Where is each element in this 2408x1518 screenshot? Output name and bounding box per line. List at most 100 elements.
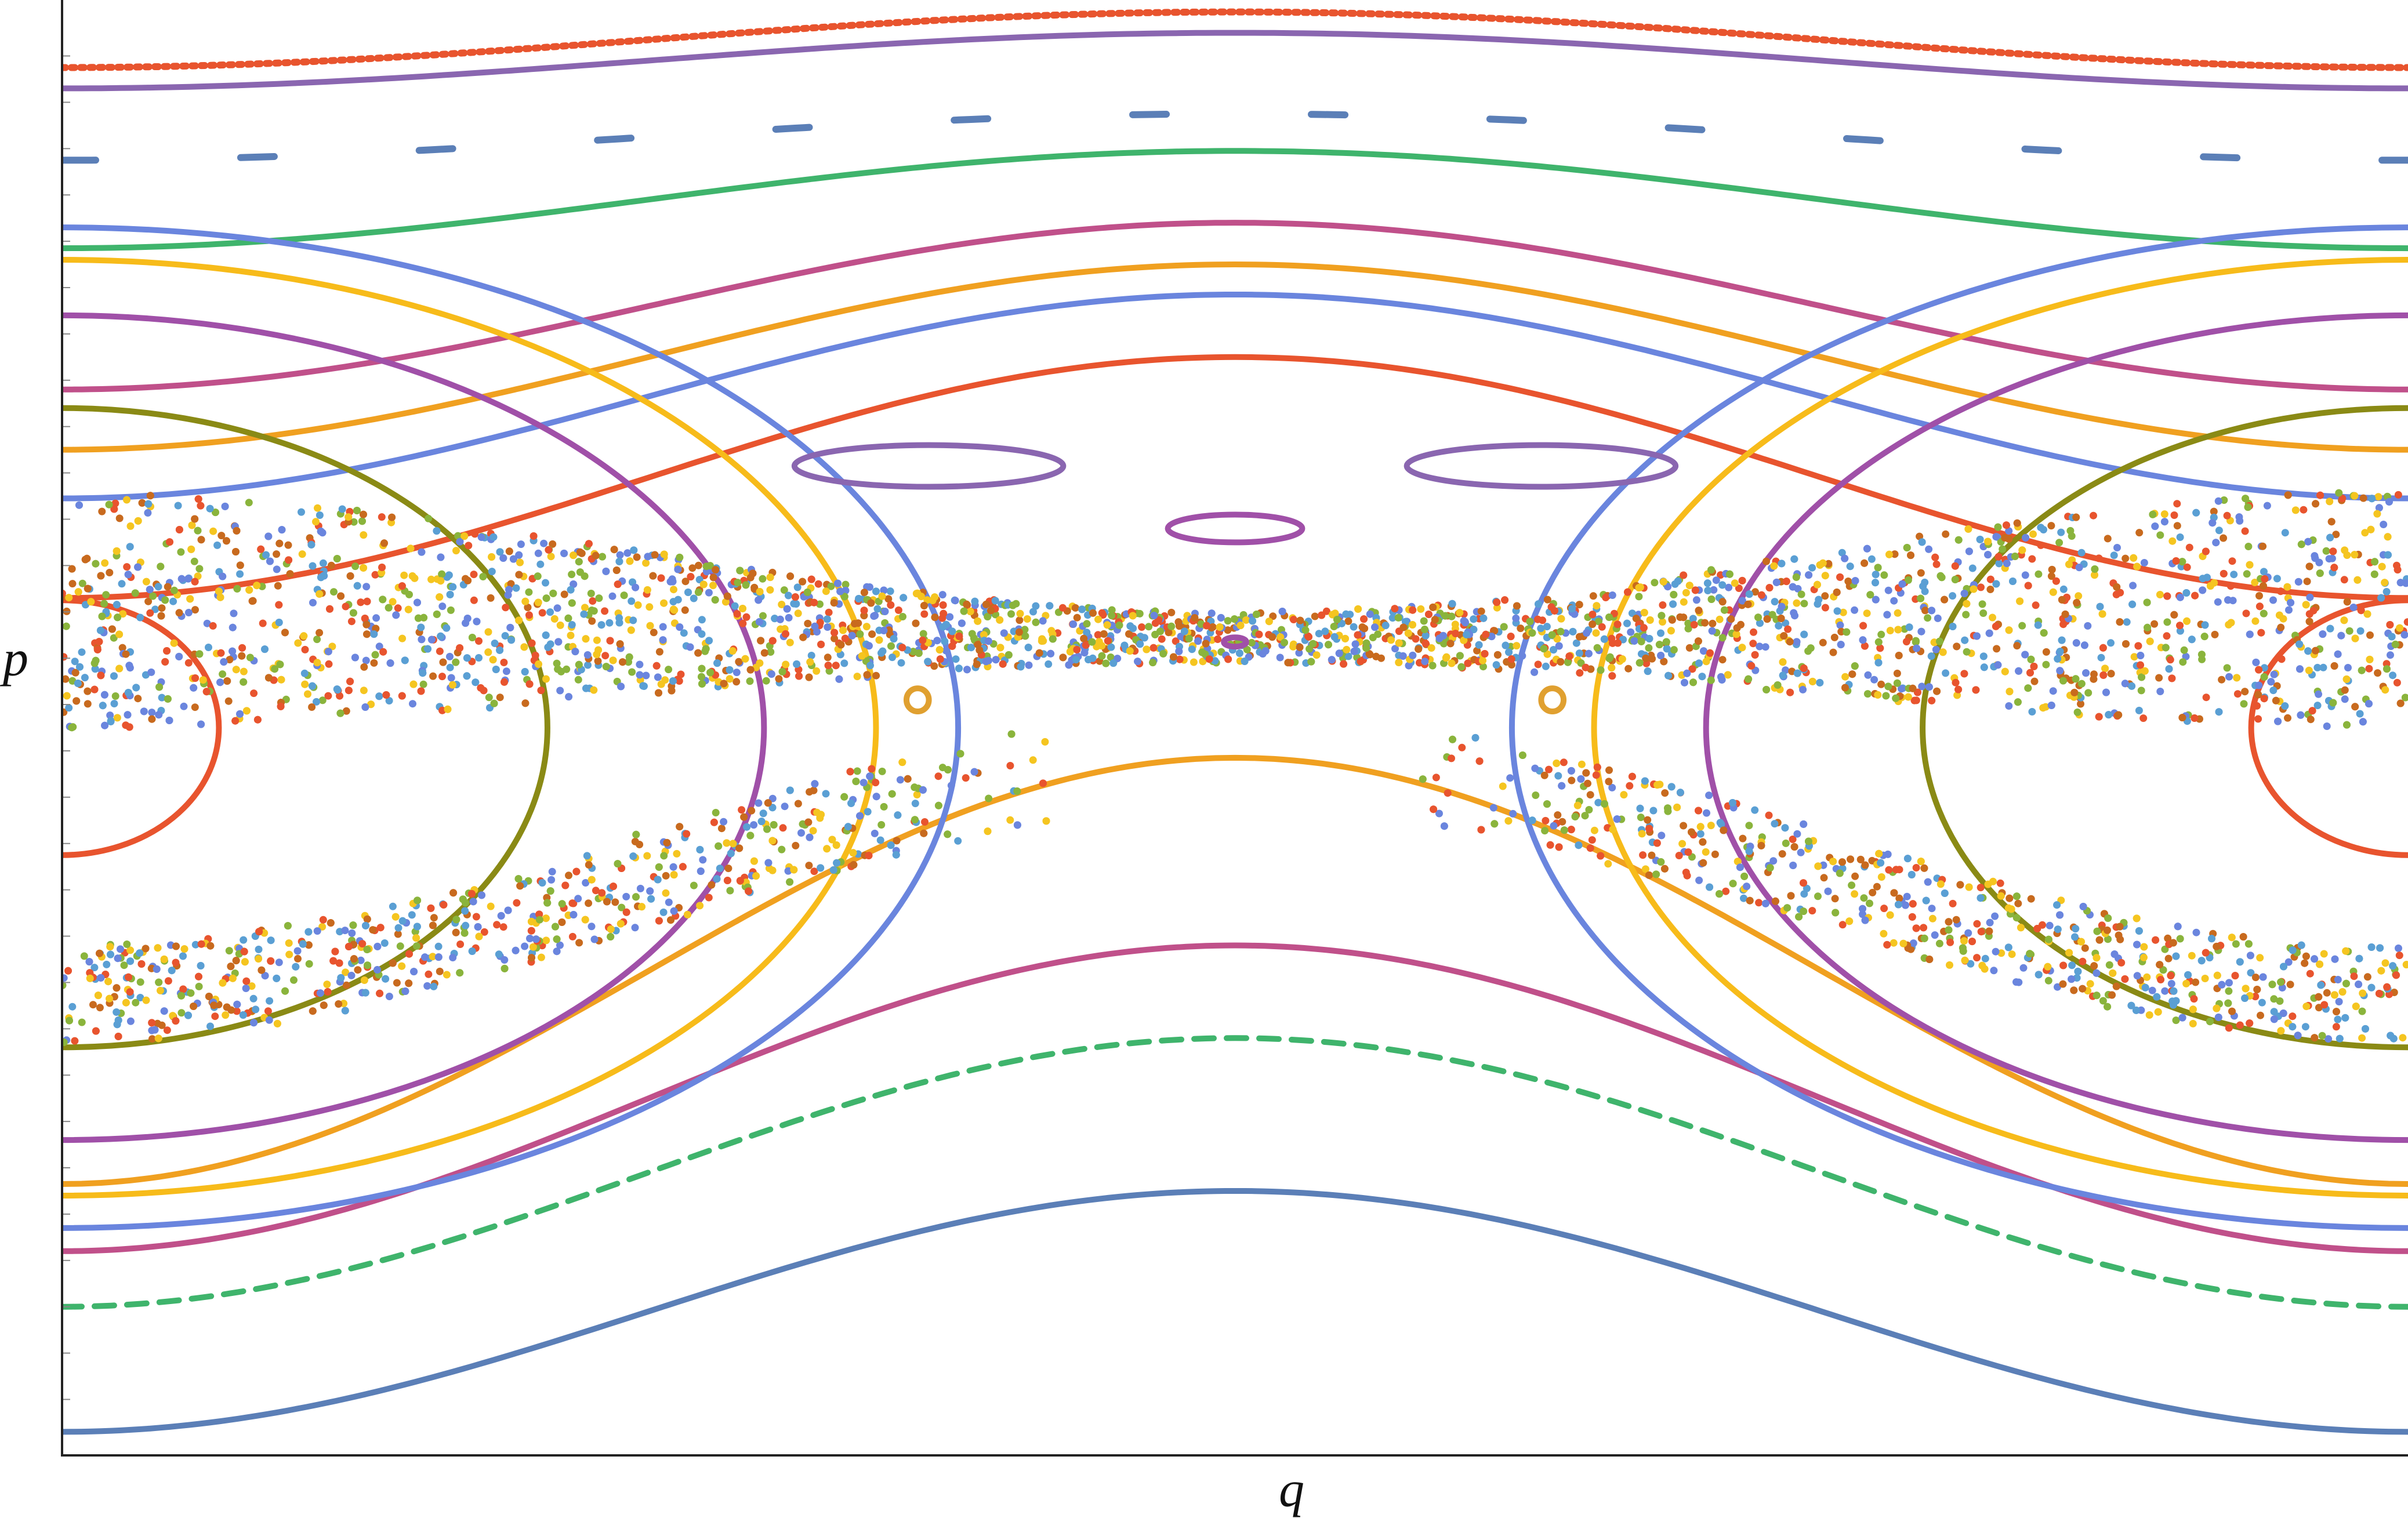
chaotic-point [1851,662,1859,670]
chaotic-point [386,659,394,667]
chaotic-point [2260,568,2268,576]
chaotic-point [1681,678,1688,687]
chaotic-point [347,971,356,979]
chaotic-point [526,935,534,942]
chaotic-point [501,632,509,640]
chaotic-point [1953,691,1961,699]
chaotic-point [1149,644,1158,652]
chaotic-point [1962,611,1970,619]
chaotic-point [1663,645,1671,653]
chaotic-point [2099,644,2107,652]
chaotic-point [662,889,670,897]
chaotic-point [1928,914,1936,923]
chaotic-point [1322,607,1330,615]
rotational-orbit-3 [62,754,2408,1187]
chaotic-point [665,666,673,674]
chaotic-point [631,924,639,932]
chaotic-point [2156,531,2164,539]
chaotic-point [1992,622,2000,630]
chaotic-point [1814,862,1822,870]
chaotic-point [388,513,396,521]
chaotic-point [2044,935,2052,943]
chaotic-point [1039,617,1047,625]
chaotic-point [195,650,204,658]
chaotic-point [2165,665,2173,673]
chaotic-point [2345,627,2353,635]
chaotic-point [2173,522,2181,530]
chaotic-point [1430,805,1438,814]
chaotic-point [2297,540,2305,549]
chaotic-point [2318,1032,2326,1040]
chaotic-point [2373,510,2381,518]
chaotic-point [62,1038,68,1046]
chaotic-point [1600,635,1608,643]
chaotic-point [810,867,818,876]
chaotic-point [2173,500,2181,508]
chaotic-point [1876,644,1884,652]
chaotic-point [1576,669,1584,677]
chaotic-point [475,637,483,645]
chaotic-point [2279,615,2287,623]
chaotic-point [2375,504,2383,512]
chaotic-point [324,988,332,996]
chaotic-point [2361,529,2369,537]
chaotic-point [1702,848,1710,856]
chaotic-point [1546,841,1554,849]
chaotic-point [414,598,421,607]
chaotic-point [1584,649,1593,658]
chaotic-point [1543,800,1551,808]
chaotic-point [1646,616,1654,624]
chaotic-point [2256,954,2264,962]
chaotic-point [1584,779,1591,787]
chaotic-point [1763,615,1771,623]
chaotic-point [1912,696,1920,704]
chaotic-point [2220,569,2228,578]
chaotic-point [505,547,513,555]
chaotic-point [273,550,281,558]
chaotic-point [712,809,720,816]
chaotic-point [379,595,387,604]
chaotic-point [1976,535,1984,543]
chaotic-point [1007,610,1015,618]
chaotic-point [1059,653,1067,662]
chaotic-point [2281,702,2289,710]
chaotic-point [2123,618,2131,626]
chaotic-point [2199,575,2207,583]
chaotic-point [2366,655,2374,663]
chaotic-point [502,667,510,676]
chaotic-point [317,527,325,535]
chaotic-point [1598,623,1606,631]
chaotic-point [1021,632,1029,640]
chaotic-point [1831,895,1839,903]
chaotic-point [1242,616,1250,624]
chaotic-point [1456,652,1464,660]
chaotic-point [657,680,665,688]
chaotic-point [1432,773,1440,782]
chaotic-point [2140,559,2148,566]
chaotic-point [2009,578,2017,585]
chaotic-point [1903,855,1912,863]
chaotic-point [2178,558,2186,566]
chaotic-point [414,896,422,905]
chaotic-point [786,572,795,580]
chaotic-point [1769,857,1778,865]
chaotic-point [2016,597,2024,605]
chaotic-point [755,799,763,807]
chaotic-point [165,717,173,724]
chaotic-point [191,703,199,711]
chaotic-point [2167,980,2175,987]
chaotic-point [2351,551,2359,559]
chaotic-point [911,816,919,824]
chaotic-point [327,919,335,927]
chaotic-point [1058,604,1067,612]
chaotic-point [2316,491,2324,499]
chaotic-point [709,582,717,590]
chaotic-point [1689,678,1697,687]
chaotic-point [873,605,882,613]
chaotic-point [2334,976,2342,983]
chaotic-point [360,663,368,671]
chaotic-point [2368,495,2376,503]
chaotic-point [670,907,678,915]
chaotic-point [460,532,469,540]
chaotic-point [1877,680,1885,688]
